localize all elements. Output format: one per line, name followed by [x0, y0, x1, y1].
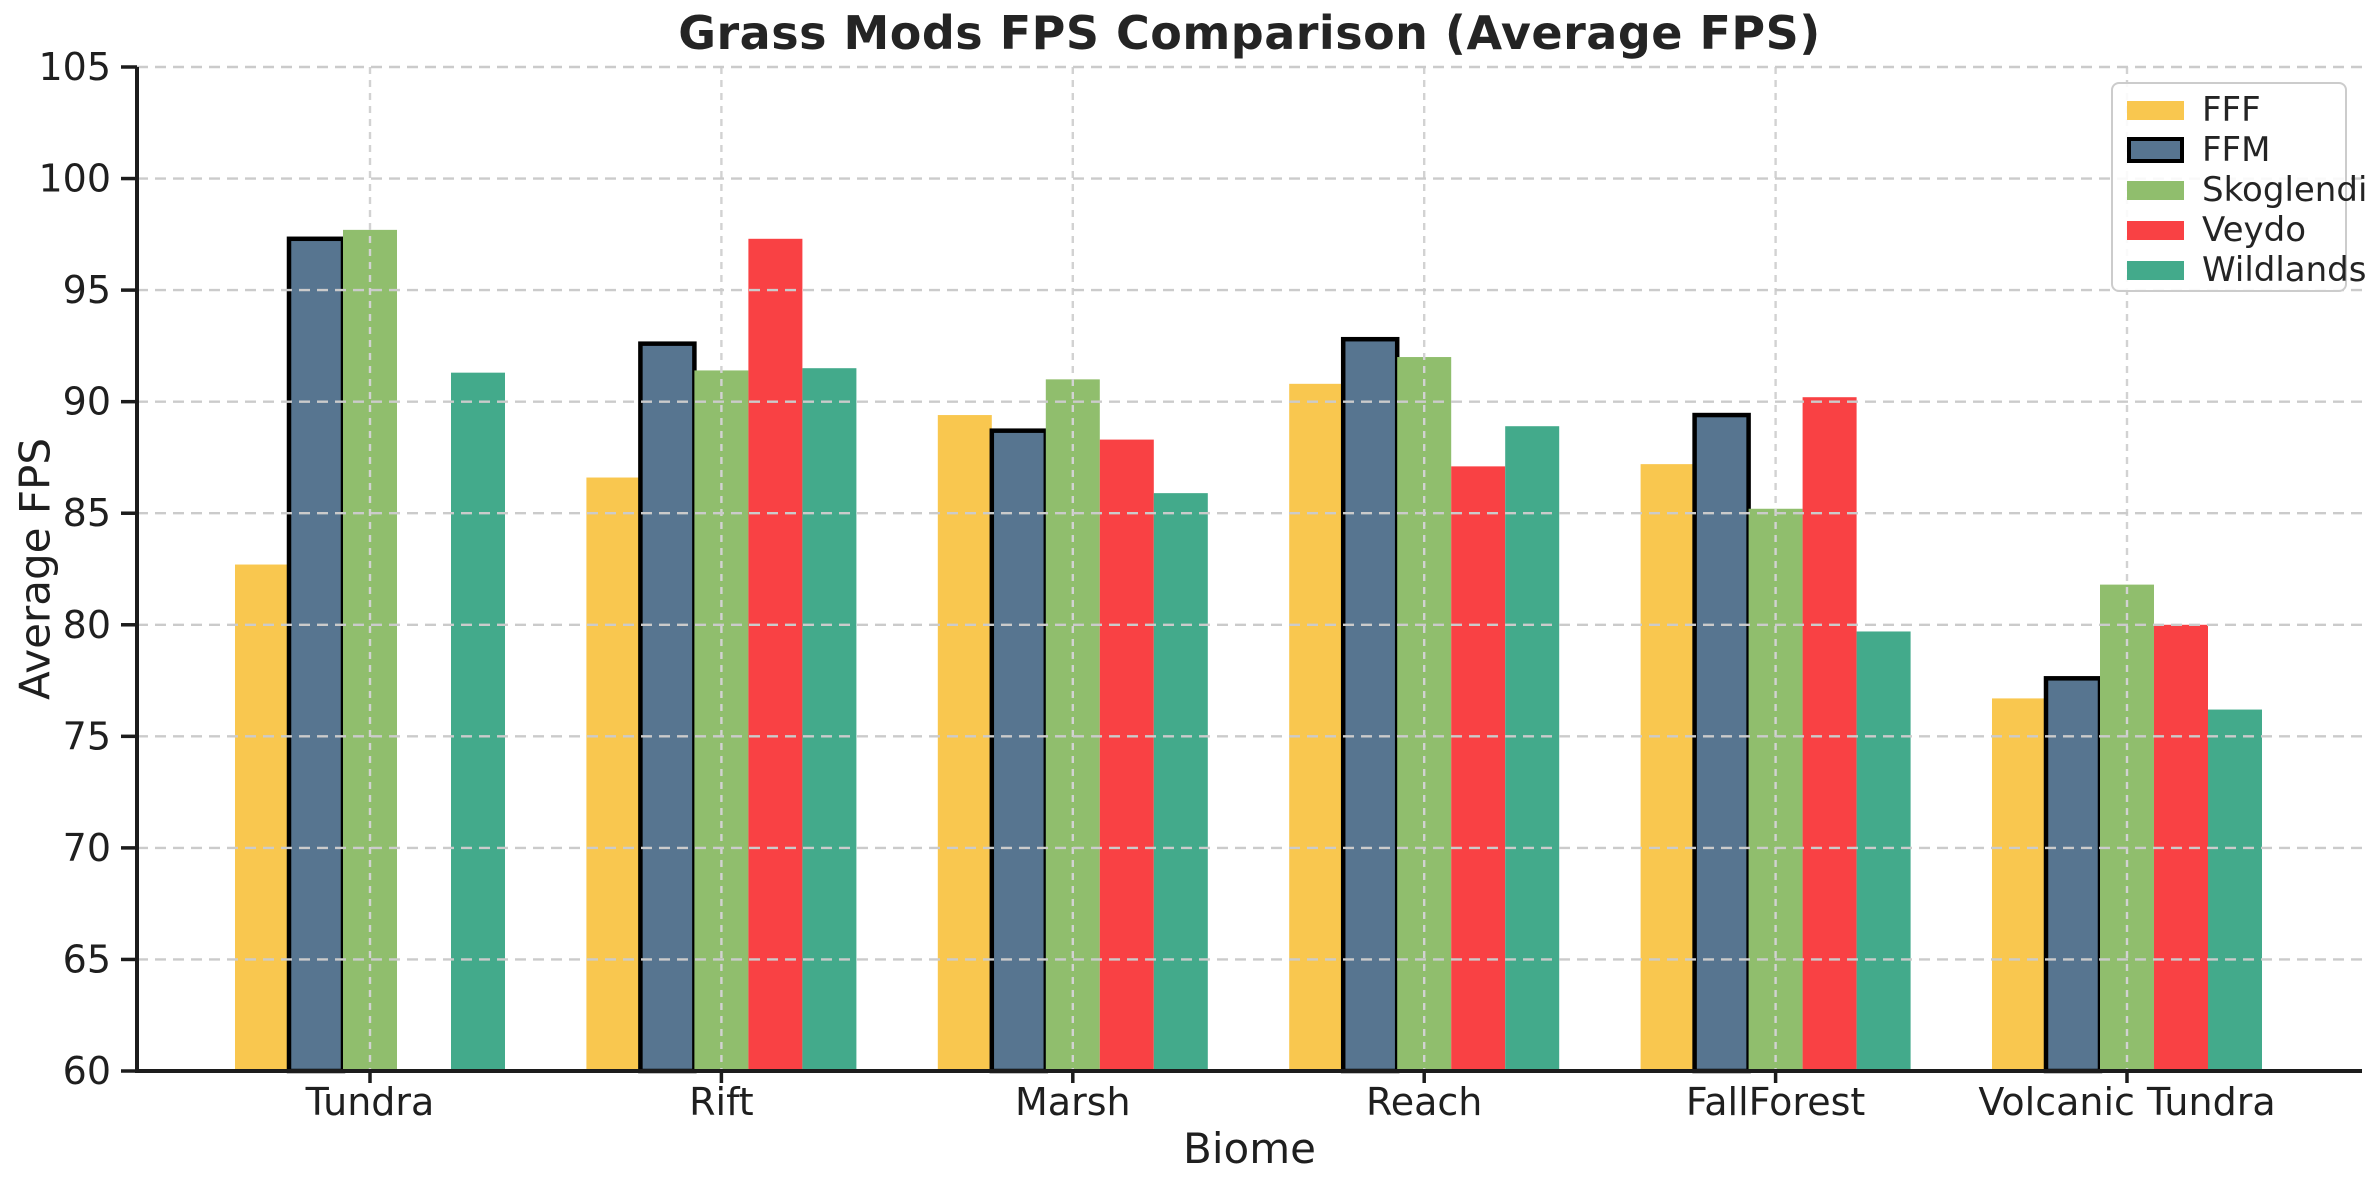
- bar-Veydo-Reach: [1451, 466, 1506, 1071]
- y-tick-label: 70: [63, 826, 111, 870]
- bar-Veydo-Rift: [748, 238, 803, 1072]
- bar-FFF-Rift: [586, 477, 641, 1072]
- bar-Wildlands-Reach: [1505, 426, 1560, 1072]
- y-tick-label: 60: [63, 1049, 111, 1093]
- y-tick-label: 75: [63, 714, 111, 758]
- legend-swatch-Veydo: [2127, 220, 2184, 240]
- bar-FFF-Marsh: [937, 415, 992, 1071]
- legend: FFF FFM Skoglendi Veydo Wildlands: [2111, 82, 2367, 292]
- legend-swatch-Wildlands: [2127, 260, 2184, 280]
- y-tick-label: 85: [63, 491, 111, 535]
- y-tick-label: 95: [63, 268, 111, 312]
- y-tick-label: 80: [63, 603, 111, 647]
- legend-swatch-FFF: [2127, 100, 2184, 120]
- bar-Wildlands-Marsh: [1153, 493, 1208, 1071]
- bar-FFF-Reach: [1289, 383, 1344, 1072]
- x-tick-label-Marsh: Marsh: [1015, 1080, 1131, 1124]
- y-axis-label: Average FPS: [10, 438, 60, 700]
- x-axis-label: Biome: [1183, 1124, 1316, 1173]
- bar-Veydo-FallForest: [1802, 397, 1857, 1071]
- y-tick-label: 90: [63, 380, 111, 424]
- bar-Veydo-Marsh: [1099, 439, 1154, 1071]
- legend-label: Veydo: [2202, 210, 2307, 250]
- legend-label: Skoglendi: [2202, 170, 2368, 210]
- x-tick-label-Rift: Rift: [689, 1080, 754, 1124]
- legend-item-Skoglendi: Skoglendi: [2127, 170, 2367, 210]
- bar-Skoglendi-Reach: [1397, 357, 1452, 1071]
- bar-FFM-Tundra: [286, 236, 346, 1074]
- chart-title: Grass Mods FPS Comparison (Average FPS): [678, 6, 1821, 60]
- bar-FFF-FallForest: [1640, 464, 1695, 1071]
- legend-label: FFM: [2202, 130, 2271, 170]
- y-tick-label: 65: [63, 937, 111, 981]
- y-tick-label: 105: [38, 45, 111, 89]
- legend-item-Veydo: Veydo: [2127, 210, 2339, 250]
- x-tick-label-Reach: Reach: [1366, 1080, 1482, 1124]
- legend-label: Wildlands: [2202, 250, 2367, 290]
- y-tick-label: 100: [38, 157, 111, 201]
- bar-Wildlands-Rift: [802, 368, 857, 1071]
- legend-swatch-FFM: [2127, 137, 2184, 163]
- legend-item-FFF: FFF: [2127, 90, 2339, 130]
- x-tick-label-Tundra: Tundra: [305, 1080, 435, 1124]
- bar-Wildlands-FallForest: [1856, 631, 1911, 1071]
- x-tick-label-FallForest: FallForest: [1686, 1080, 1865, 1124]
- legend-item-Wildlands: Wildlands: [2127, 250, 2366, 290]
- bar-FFM-Reach: [1340, 336, 1400, 1074]
- bar-Wildlands-Tundra: [451, 372, 505, 1071]
- x-tick-label-Volcanic-Tundra: Volcanic Tundra: [1978, 1080, 2275, 1124]
- legend-item-FFM: FFM: [2127, 130, 2339, 170]
- bar-FFF-Tundra: [235, 564, 289, 1071]
- legend-label: FFF: [2202, 90, 2261, 130]
- bar-FFM-Rift: [638, 341, 697, 1074]
- bar-FFM-Marsh: [989, 428, 1049, 1074]
- legend-swatch-Skoglendi: [2127, 180, 2184, 200]
- bar-Wildlands-Volcanic-Tundra: [2208, 709, 2262, 1071]
- bar-FFF-Volcanic-Tundra: [1992, 698, 2046, 1071]
